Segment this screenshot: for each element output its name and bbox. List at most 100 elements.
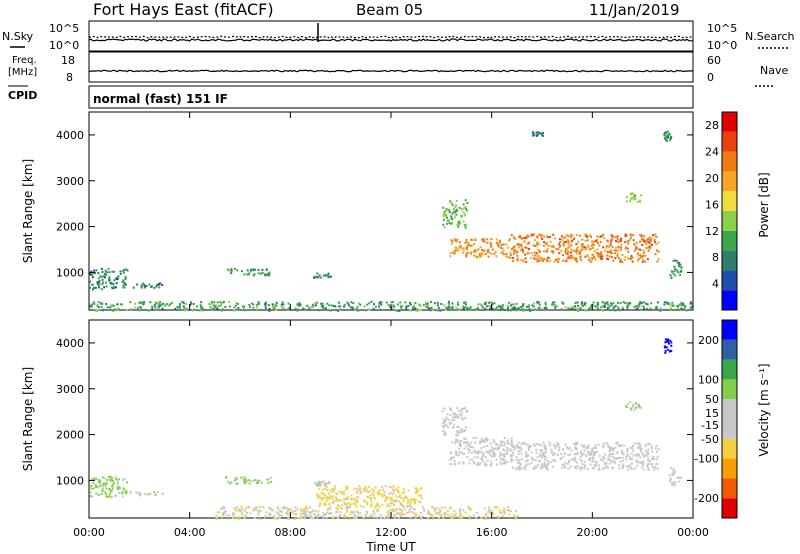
data-cell	[100, 306, 103, 308]
data-cell	[632, 239, 635, 242]
data-cell	[451, 441, 454, 444]
data-cell	[139, 494, 142, 497]
data-cell	[526, 443, 529, 446]
data-cell	[566, 446, 568, 449]
data-cell	[500, 244, 503, 246]
data-cell	[562, 448, 565, 451]
colorbar-swatch	[722, 320, 737, 340]
data-cell	[409, 503, 412, 505]
data-cell	[386, 514, 389, 517]
data-cell	[620, 443, 623, 446]
data-cell	[609, 446, 612, 449]
data-cell	[533, 257, 536, 260]
data-cell	[345, 496, 348, 499]
data-cell	[158, 304, 161, 307]
data-cell	[463, 224, 466, 227]
data-cell	[469, 449, 471, 452]
data-cell	[443, 514, 446, 517]
data-cell	[513, 307, 516, 309]
data-cell	[608, 255, 611, 258]
data-cell	[395, 499, 398, 502]
data-cell	[367, 515, 370, 518]
data-cell	[557, 248, 560, 251]
data-cell	[419, 488, 422, 490]
data-cell	[441, 410, 444, 413]
data-cell	[627, 242, 630, 245]
data-cell	[462, 220, 465, 223]
data-cell	[415, 512, 418, 515]
data-cell	[524, 460, 527, 463]
data-cell	[613, 249, 616, 252]
data-cell	[495, 447, 498, 450]
data-cell	[230, 268, 233, 271]
data-cell	[648, 443, 651, 446]
data-cell	[124, 492, 127, 495]
data-cell	[317, 276, 320, 279]
data-cell	[465, 238, 468, 241]
data-cell	[449, 414, 452, 417]
data-cell	[545, 308, 548, 311]
data-cell	[607, 303, 609, 306]
data-cell	[154, 301, 157, 304]
data-cell	[515, 517, 518, 520]
data-cell	[457, 432, 460, 435]
data-cell	[438, 511, 441, 514]
data-cell	[604, 306, 606, 309]
data-cell	[356, 487, 359, 490]
data-cell	[112, 285, 115, 288]
data-cell	[584, 465, 587, 467]
data-cell	[320, 515, 323, 518]
data-cell	[493, 252, 496, 255]
data-cell	[530, 233, 533, 236]
data-cell	[636, 442, 639, 445]
data-cell	[479, 442, 481, 445]
data-cell	[332, 305, 335, 307]
data-cell	[451, 516, 454, 519]
data-cell	[647, 241, 650, 244]
data-cell	[623, 258, 626, 261]
data-cell	[317, 497, 320, 500]
data-cell	[112, 270, 115, 273]
data-cell	[455, 247, 458, 250]
data-cell	[665, 346, 668, 349]
data-cell	[212, 308, 215, 310]
data-cell	[510, 248, 513, 251]
data-cell	[638, 404, 641, 407]
data-cell	[458, 448, 461, 451]
data-cell	[609, 250, 612, 253]
data-cell	[668, 302, 671, 305]
data-cell	[193, 308, 196, 311]
data-cell	[374, 486, 377, 489]
colorbar-swatch	[722, 112, 737, 132]
data-cell	[379, 489, 382, 492]
data-cell	[489, 512, 491, 515]
data-cell	[604, 453, 607, 456]
data-cell	[344, 506, 347, 509]
data-cell	[218, 305, 221, 307]
data-cell	[625, 200, 628, 203]
data-cell	[442, 223, 445, 226]
data-cell	[503, 437, 506, 439]
data-cell	[665, 135, 668, 138]
data-cell	[508, 238, 511, 241]
data-cell	[637, 461, 640, 464]
data-cell	[136, 307, 139, 310]
data-cell	[451, 203, 454, 206]
data-cell	[182, 302, 185, 305]
data-cell	[602, 246, 605, 249]
data-cell	[237, 509, 240, 512]
data-cell	[602, 233, 605, 236]
data-cell	[407, 511, 410, 514]
data-cell	[642, 239, 645, 242]
data-cell	[639, 308, 642, 311]
data-cell	[456, 249, 458, 252]
data-cell	[576, 451, 579, 454]
data-cell	[156, 284, 159, 286]
data-cell	[454, 216, 457, 219]
data-cell	[574, 259, 576, 262]
data-cell	[502, 462, 505, 465]
data-cell	[564, 466, 567, 469]
data-cell	[92, 487, 95, 490]
data-cell	[240, 511, 243, 514]
data-cell	[408, 500, 411, 503]
